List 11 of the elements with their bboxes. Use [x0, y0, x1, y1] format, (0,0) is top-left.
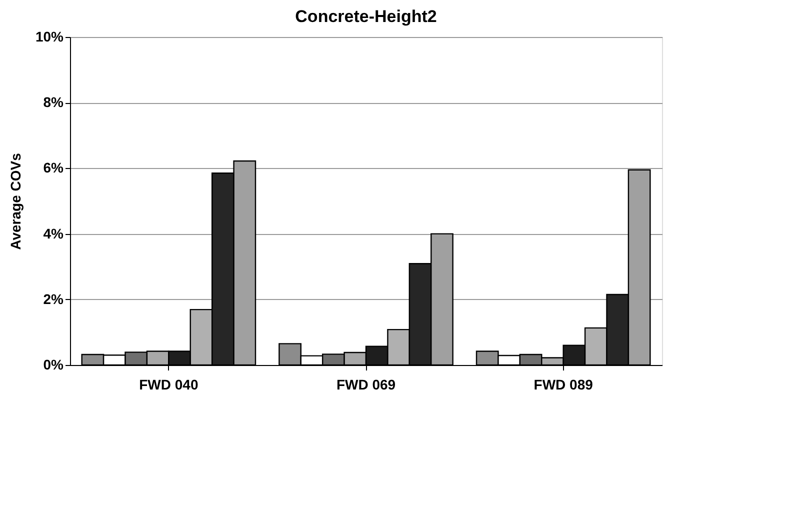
y-tick-label: 6% [43, 160, 64, 176]
x-tick-label: FWD 089 [534, 376, 594, 392]
x-tick-label: FWD 040 [139, 376, 198, 392]
y-tick-label: 10% [35, 28, 64, 44]
y-tick-label: 2% [43, 290, 64, 307]
y-tick-label: 0% [43, 356, 64, 372]
y-axis-title: Average COVs [7, 152, 24, 250]
chart-title: Concrete-Height2 [295, 7, 437, 26]
y-tick-label: 4% [43, 225, 64, 242]
y-tick-label: 8% [43, 94, 64, 110]
x-tick-label: FWD 069 [336, 376, 396, 392]
